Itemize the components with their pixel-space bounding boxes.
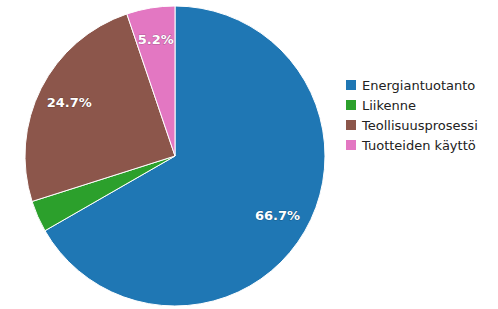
legend-swatch xyxy=(346,140,356,150)
pie-slice xyxy=(25,14,175,202)
slices xyxy=(25,6,325,306)
data-label: 24.7% xyxy=(47,95,92,110)
legend-swatch xyxy=(346,120,356,130)
data-label: 5.2% xyxy=(138,32,174,47)
legend-swatch xyxy=(346,80,356,90)
legend: Energiantuotanto Liikenne Teollisuusproses… xyxy=(346,78,478,153)
data-labels: 66.7% 24.7% 5.2% xyxy=(47,32,300,223)
legend-label: Tuotteiden käyttö xyxy=(361,138,476,153)
data-label: 66.7% xyxy=(255,208,300,223)
legend-label: Teollisuusprosessi xyxy=(361,118,478,133)
pie-slice xyxy=(127,6,175,156)
legend-label: Energiantuotanto xyxy=(362,78,475,93)
chart: 66.7% 24.7% 5.2% Energiantuotanto Liikenne Te… xyxy=(0,0,498,309)
legend-swatch xyxy=(346,100,356,110)
legend-label: Liikenne xyxy=(362,98,416,113)
